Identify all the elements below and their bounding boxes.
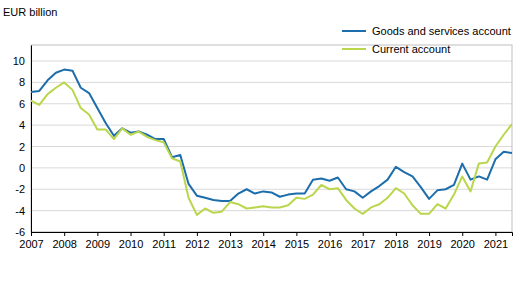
y-tick-label: 8 bbox=[19, 76, 25, 88]
series-line bbox=[31, 70, 512, 201]
x-tick: 2012 bbox=[185, 232, 209, 250]
x-tick: 2007 bbox=[19, 232, 43, 250]
x-tick: 2008 bbox=[52, 232, 76, 250]
x-tick-mark bbox=[296, 232, 297, 236]
grid-line bbox=[31, 210, 512, 211]
x-tick-label: 2020 bbox=[450, 238, 474, 250]
x-tick: 2014 bbox=[251, 232, 275, 250]
x-tick-label: 2018 bbox=[384, 238, 408, 250]
y-tick: 4 bbox=[19, 119, 31, 131]
y-axis-line bbox=[31, 46, 32, 233]
y-tick-label: 4 bbox=[19, 119, 25, 131]
x-tick: 2019 bbox=[417, 232, 441, 250]
x-tick: 2011 bbox=[152, 232, 176, 250]
x-tick-label: 2009 bbox=[86, 238, 110, 250]
y-tick: -2 bbox=[15, 183, 31, 195]
grid-line bbox=[31, 82, 512, 83]
x-tick-mark bbox=[396, 232, 397, 236]
x-tick-label: 2019 bbox=[417, 238, 441, 250]
x-tick-mark bbox=[97, 232, 98, 236]
x-tick: 2018 bbox=[384, 232, 408, 250]
x-axis: 2007 2008 2009 2010 2011 2012 2013 2014 2015 2016… bbox=[19, 232, 512, 250]
x-tick-label: 2016 bbox=[318, 238, 342, 250]
x-tick-mark bbox=[31, 232, 32, 236]
x-tick-label: 2014 bbox=[251, 238, 275, 250]
x-tick-mark bbox=[263, 232, 264, 236]
x-tick-mark bbox=[495, 232, 496, 236]
legend-label: Goods and services account bbox=[372, 25, 511, 37]
x-tick: 2021 bbox=[484, 232, 508, 250]
x-tick-label: 2010 bbox=[119, 238, 143, 250]
y-tick-label: 6 bbox=[19, 98, 25, 110]
x-tick-label: 2021 bbox=[484, 238, 508, 250]
y-axis-title: EUR billion bbox=[3, 6, 57, 18]
x-tick-mark bbox=[131, 232, 132, 236]
x-tick-mark bbox=[330, 232, 331, 236]
y-tick: 0 bbox=[19, 162, 31, 174]
y-tick: -4 bbox=[15, 205, 31, 217]
x-tick-mark bbox=[197, 232, 198, 236]
x-tick: 2009 bbox=[86, 232, 110, 250]
x-axis-line bbox=[32, 233, 513, 237]
x-tick: 2013 bbox=[218, 232, 242, 250]
x-tick-mark bbox=[64, 232, 65, 236]
y-tick-label: -2 bbox=[15, 183, 25, 195]
series-group bbox=[31, 70, 512, 215]
x-tick: 2015 bbox=[285, 232, 309, 250]
y-tick: 8 bbox=[19, 76, 31, 88]
grid-line bbox=[31, 61, 512, 62]
chart: -6 -4 -2 0 2 4 6 8 10 2007 2008 2009 2010 2011 2012 201… bbox=[0, 0, 529, 302]
grid-line bbox=[31, 167, 512, 168]
x-tick: 2017 bbox=[351, 232, 375, 250]
x-tick: 2016 bbox=[318, 232, 342, 250]
grid-line bbox=[31, 146, 512, 147]
x-tick-mark bbox=[164, 232, 165, 236]
x-tick-mark bbox=[230, 232, 231, 236]
x-tick-label: 2015 bbox=[285, 238, 309, 250]
legend-label: Current account bbox=[372, 43, 450, 55]
x-tick: 2020 bbox=[450, 232, 474, 250]
x-tick-mark bbox=[462, 232, 463, 236]
grid bbox=[31, 61, 512, 232]
legend-swatch bbox=[342, 30, 366, 32]
x-tick: 2010 bbox=[119, 232, 143, 250]
x-tick-label: 2013 bbox=[218, 238, 242, 250]
y-tick-label: 0 bbox=[19, 162, 25, 174]
grid-line bbox=[31, 125, 512, 126]
series-line bbox=[31, 82, 512, 215]
x-tick-label: 2008 bbox=[52, 238, 76, 250]
y-tick-label: 10 bbox=[13, 55, 25, 67]
x-tick-label: 2017 bbox=[351, 238, 375, 250]
x-tick-mark bbox=[429, 232, 430, 236]
legend-swatch bbox=[342, 48, 366, 50]
legend: Goods and services account Current accoun… bbox=[342, 25, 511, 55]
y-tick: 6 bbox=[19, 98, 31, 110]
y-tick-label: 2 bbox=[19, 141, 25, 153]
y-axis: -6 -4 -2 0 2 4 6 8 10 bbox=[13, 46, 32, 239]
y-tick: -6 bbox=[15, 226, 31, 238]
y-tick: 10 bbox=[13, 55, 31, 67]
x-tick-mark bbox=[363, 232, 364, 236]
x-tick-label: 2007 bbox=[19, 238, 43, 250]
x-tick-label: 2011 bbox=[152, 238, 176, 250]
x-tick-label: 2012 bbox=[185, 238, 209, 250]
y-tick-label: -6 bbox=[15, 226, 25, 238]
y-tick: 2 bbox=[19, 141, 31, 153]
grid-line bbox=[31, 103, 512, 104]
plot-frame bbox=[31, 45, 512, 232]
y-tick-label: -4 bbox=[15, 205, 25, 217]
